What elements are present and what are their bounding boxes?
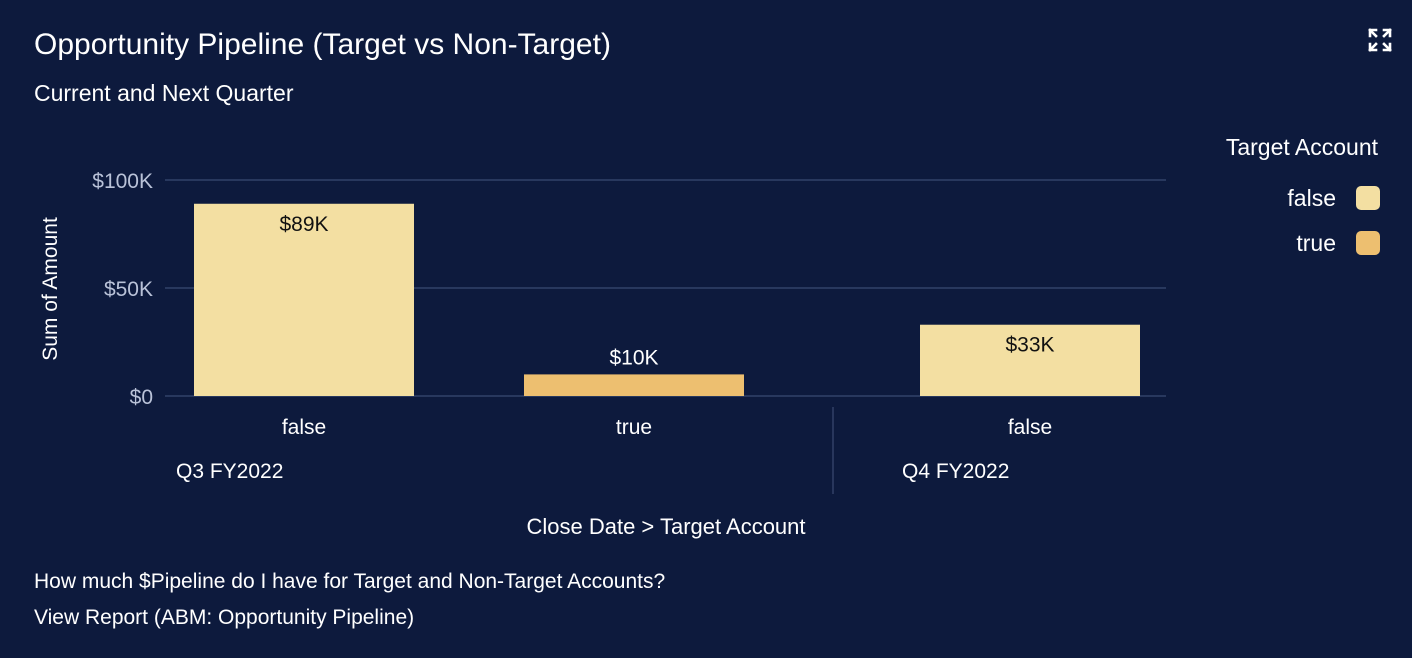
y-axis-label: Sum of Amount xyxy=(39,217,62,361)
group-label: Q4 FY2022 xyxy=(902,460,1009,483)
bar xyxy=(920,324,1140,396)
y-tick-label: $50K xyxy=(104,278,153,301)
x-axis-label: Close Date > Target Account xyxy=(526,514,805,539)
chart-subtitle: Current and Next Quarter xyxy=(34,80,294,106)
legend-item-true[interactable]: true xyxy=(1296,229,1380,256)
expand-icon[interactable] xyxy=(1366,26,1394,54)
legend-swatch xyxy=(1356,186,1380,210)
x-tick-label: false xyxy=(1008,416,1052,439)
y-tick-label: $0 xyxy=(130,386,153,409)
bar xyxy=(524,374,744,396)
data-label: $33K xyxy=(1005,334,1054,357)
bar xyxy=(194,203,414,396)
data-label: $89K xyxy=(279,213,328,236)
y-tick-label: $100K xyxy=(92,170,153,193)
data-label: $10K xyxy=(609,346,658,369)
legend-title: Target Account xyxy=(1225,134,1378,160)
chart-title: Opportunity Pipeline (Target vs Non-Targ… xyxy=(34,28,611,61)
view-report-link[interactable]: View Report (ABM: Opportunity Pipeline) xyxy=(34,606,415,629)
legend-item-false[interactable]: false xyxy=(1287,184,1380,211)
legend-swatch xyxy=(1356,231,1380,255)
legend-label: true xyxy=(1296,229,1336,256)
x-tick-label: true xyxy=(616,416,652,439)
x-tick-label: false xyxy=(282,416,326,439)
footer-question: How much $Pipeline do I have for Target … xyxy=(34,570,666,593)
group-label: Q3 FY2022 xyxy=(176,460,283,483)
legend-label: false xyxy=(1287,184,1336,211)
bar-chart: $0 $50K $100K Sum of Amount $89K false $10K tru… xyxy=(39,170,1166,539)
